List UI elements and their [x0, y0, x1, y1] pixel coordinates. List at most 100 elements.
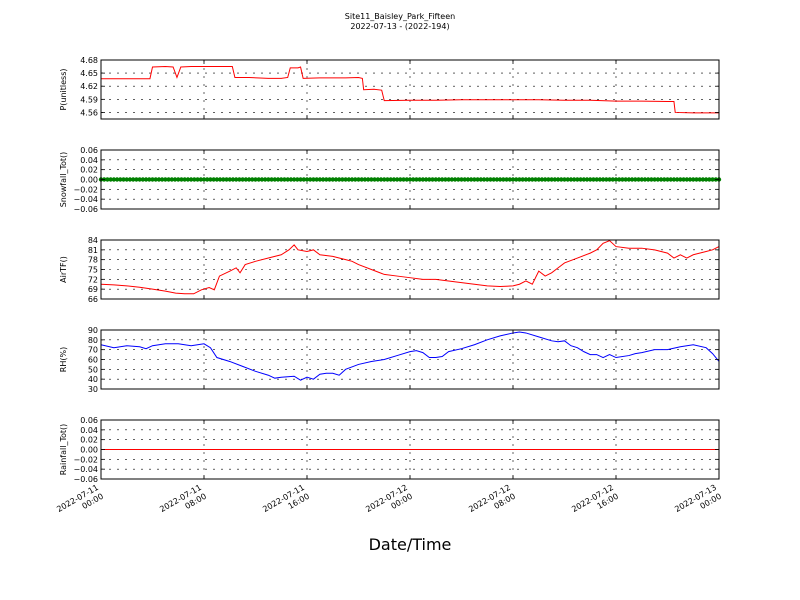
data-point [620, 177, 625, 182]
data-point [674, 177, 680, 182]
panel-1: 4.68 4.65 4.62 4.59 4.56 P(unitless) [59, 56, 720, 120]
data-point [105, 177, 110, 182]
data-point [201, 177, 207, 182]
data-point [687, 177, 693, 182]
y-tick-label: 0.04 [80, 426, 98, 435]
y-tick-label: 4.59 [80, 95, 98, 104]
data-point [559, 177, 564, 182]
data-point [285, 177, 290, 182]
data-point [526, 177, 532, 182]
data-point [233, 177, 239, 182]
data-point [504, 177, 509, 182]
y-tick-label: 0.06 [80, 416, 98, 425]
y-tick-label: 0.02 [80, 166, 98, 175]
data-point [497, 177, 503, 182]
data-point [700, 177, 706, 182]
data-point [401, 177, 406, 182]
data-point [336, 177, 342, 182]
data-point [301, 177, 306, 182]
data-point [169, 177, 175, 182]
series-line [100, 240, 720, 295]
data-point [308, 177, 313, 182]
y-tick-label: 40 [88, 375, 98, 384]
x-axis-label: Date/Time [369, 535, 452, 554]
panels: 4.684.654.624.594.56P(unitless)0.060.040… [55, 56, 723, 514]
y-tick-label: 4.68 [80, 56, 98, 65]
data-point [581, 177, 587, 182]
data-point [372, 177, 377, 182]
y-tick-label: −0.06 [73, 475, 98, 484]
data-point [523, 177, 529, 182]
data-point [472, 177, 477, 182]
data-point [658, 177, 664, 182]
data-point [398, 177, 403, 182]
data-point [143, 177, 149, 182]
y-tick-label: 70 [88, 346, 98, 355]
y-tick-label: 81 [88, 246, 98, 255]
y-tick-label: 0.02 [80, 436, 98, 445]
data-point [584, 177, 590, 182]
data-point [414, 177, 419, 182]
data-point [356, 177, 361, 182]
data-point [237, 177, 242, 182]
data-point [385, 177, 390, 182]
data-point [221, 177, 226, 182]
data-point [327, 177, 332, 182]
data-point [150, 177, 155, 182]
data-point [507, 177, 512, 182]
data-point [488, 177, 493, 182]
data-point [330, 177, 335, 182]
data-point [159, 177, 165, 182]
data-point [346, 177, 352, 182]
data-point [156, 177, 162, 182]
data-point [678, 177, 683, 182]
data-point [324, 177, 329, 182]
data-point [662, 177, 667, 182]
data-point [520, 177, 525, 182]
data-point [514, 177, 519, 182]
data-point [407, 177, 413, 182]
data-point [163, 177, 168, 182]
data-point [481, 177, 487, 182]
data-point [298, 177, 303, 182]
data-point [697, 177, 702, 182]
data-point [639, 177, 644, 182]
data-point [172, 177, 178, 182]
y-tick-label: 84 [88, 236, 98, 245]
y-axis-label: AirTF() [59, 256, 68, 283]
y-tick-label: 69 [88, 285, 98, 294]
data-point [501, 177, 506, 182]
data-point [176, 177, 181, 182]
data-point [359, 177, 364, 182]
data-point [378, 177, 384, 182]
data-point [291, 177, 297, 182]
y-tick-label: 80 [88, 336, 98, 345]
data-point [266, 177, 271, 182]
data-point [147, 177, 152, 182]
data-point [140, 177, 146, 182]
data-point [349, 177, 355, 182]
data-point [555, 177, 561, 182]
data-point [597, 177, 603, 182]
data-point [272, 177, 278, 182]
chart-title: Site11_Baisley_Park_Fifteen [345, 12, 455, 21]
data-point [681, 177, 686, 182]
data-point [304, 177, 310, 182]
series-line [100, 331, 720, 381]
data-point [591, 177, 596, 182]
data-point [417, 177, 422, 182]
data-point [333, 177, 339, 182]
data-point [365, 177, 371, 182]
data-point [153, 177, 158, 182]
data-point [465, 177, 471, 182]
y-axis-label: Snowfall_Tot() [59, 152, 68, 208]
data-point [250, 177, 255, 182]
data-point [114, 177, 120, 182]
data-point [459, 177, 464, 182]
data-point [588, 177, 593, 182]
data-point [253, 177, 258, 182]
y-tick-label: 78 [88, 256, 98, 265]
y-tick-label: 72 [88, 275, 98, 284]
